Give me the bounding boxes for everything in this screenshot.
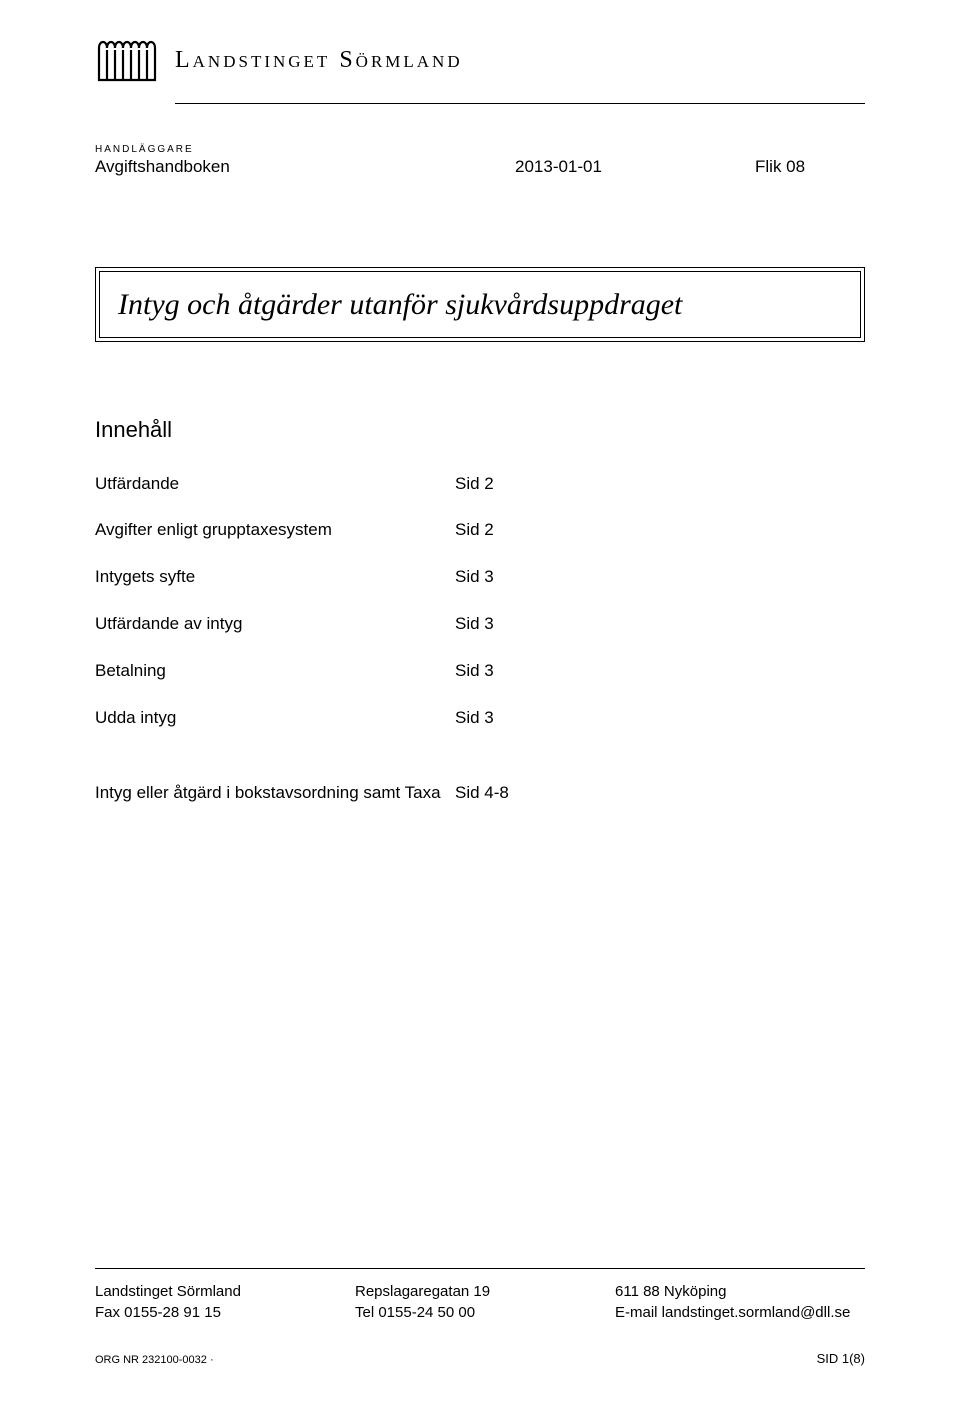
footer-org: Landstinget Sörmland bbox=[95, 1281, 355, 1303]
toc-page: Sid 2 bbox=[455, 519, 494, 542]
handlaggare-label: HANDLÄGGARE bbox=[95, 144, 865, 155]
toc-label: Betalning bbox=[95, 660, 455, 683]
logo-icon bbox=[95, 30, 161, 91]
footer-fax: Fax 0155-28 91 15 bbox=[95, 1302, 355, 1324]
toc-label: Utfärdande av intyg bbox=[95, 613, 455, 636]
footer: Landstinget Sörmland Repslagaregatan 19 … bbox=[95, 1268, 865, 1367]
toc-page: Sid 3 bbox=[455, 707, 494, 730]
toc: Utfärdande Sid 2 Avgifter enligt gruppta… bbox=[95, 473, 865, 806]
toc-label: Utfärdande bbox=[95, 473, 455, 496]
footer-tel: Tel 0155-24 50 00 bbox=[355, 1302, 615, 1324]
toc-page: Sid 3 bbox=[455, 660, 494, 683]
doc-date: 2013-01-01 bbox=[515, 157, 755, 177]
org-name: Landstinget Sörmland bbox=[175, 47, 463, 74]
toc-label: Intyg eller åtgärd i bokstavsordning sam… bbox=[95, 782, 455, 805]
footer-rule bbox=[95, 1268, 865, 1269]
footer-row: Fax 0155-28 91 15 Tel 0155-24 50 00 E-ma… bbox=[95, 1302, 865, 1324]
document-meta: Avgiftshandboken 2013-01-01 Flik 08 bbox=[95, 157, 865, 177]
toc-page: Sid 2 bbox=[455, 473, 494, 496]
toc-row: Utfärdande Sid 2 bbox=[95, 473, 865, 496]
toc-page: Sid 3 bbox=[455, 566, 494, 589]
toc-page: Sid 4-8 bbox=[455, 782, 509, 805]
toc-gap bbox=[95, 754, 865, 782]
toc-row: Utfärdande av intyg Sid 3 bbox=[95, 613, 865, 636]
footer-address: Repslagaregatan 19 bbox=[355, 1281, 615, 1303]
doc-ref: Flik 08 bbox=[755, 157, 865, 177]
toc-page: Sid 3 bbox=[455, 613, 494, 636]
footer-email: E-mail landstinget.sormland@dll.se bbox=[615, 1302, 865, 1324]
toc-row: Intygets syfte Sid 3 bbox=[95, 566, 865, 589]
letterhead: Landstinget Sörmland bbox=[95, 30, 865, 91]
toc-row: Avgifter enligt grupptaxesystem Sid 2 bbox=[95, 519, 865, 542]
doc-title: Avgiftshandboken bbox=[95, 157, 515, 177]
page: Landstinget Sörmland HANDLÄGGARE Avgifts… bbox=[0, 0, 960, 1416]
page-number: SID 1(8) bbox=[817, 1351, 865, 1366]
title-box: Intyg och åtgärder utanför sjukvårdsuppd… bbox=[99, 271, 861, 338]
toc-row: Udda intyg Sid 3 bbox=[95, 707, 865, 730]
toc-heading: Innehåll bbox=[95, 417, 865, 443]
toc-row: Betalning Sid 3 bbox=[95, 660, 865, 683]
footer-city: 611 88 Nyköping bbox=[615, 1281, 865, 1303]
header-rule bbox=[175, 103, 865, 104]
toc-row: Intyg eller åtgärd i bokstavsordning sam… bbox=[95, 782, 865, 805]
footer-orgnr: ORG NR 232100-0032 · bbox=[95, 1354, 865, 1366]
toc-label: Intygets syfte bbox=[95, 566, 455, 589]
toc-label: Avgifter enligt grupptaxesystem bbox=[95, 519, 455, 542]
footer-row: Landstinget Sörmland Repslagaregatan 19 … bbox=[95, 1281, 865, 1303]
title-box-outer: Intyg och åtgärder utanför sjukvårdsuppd… bbox=[95, 267, 865, 342]
toc-label: Udda intyg bbox=[95, 707, 455, 730]
